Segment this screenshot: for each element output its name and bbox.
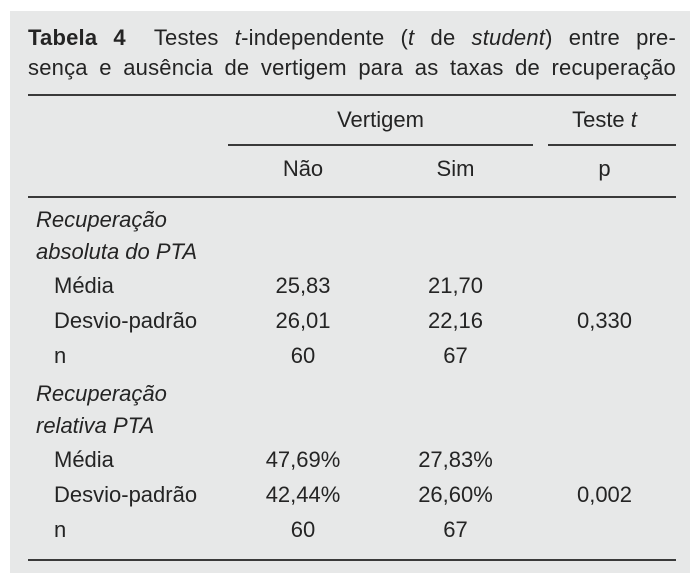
table-row-media: Média 47,69% 27,83% bbox=[28, 442, 676, 477]
cell-sim: 26,60% bbox=[418, 481, 493, 507]
cell-sim: 22,16 bbox=[427, 307, 484, 333]
cell-nao: 60 bbox=[290, 342, 316, 368]
group1-label-line1: Recuperação bbox=[36, 207, 167, 232]
table-row-n: n 60 67 bbox=[28, 338, 676, 373]
table-row-n: n 60 67 bbox=[28, 512, 676, 547]
cell-sim: 67 bbox=[443, 342, 468, 368]
cell-sim: 67 bbox=[443, 516, 468, 542]
row-label: Média bbox=[54, 446, 114, 472]
header-nao: Não bbox=[282, 156, 324, 181]
cell-p: 0,330 bbox=[576, 307, 633, 333]
row-label: n bbox=[54, 342, 67, 368]
caption-table-number: Tabela 4 bbox=[28, 25, 126, 50]
group-recuperacao-absoluta: Recuperação absoluta do PTA Média 25,83 … bbox=[28, 204, 676, 373]
rule-bottom bbox=[28, 559, 676, 561]
header-teste-t: Teste t bbox=[572, 107, 637, 132]
cell-nao: 47,69% bbox=[265, 446, 341, 472]
rule-vertigem bbox=[228, 144, 533, 146]
row-label: Desvio-padrão bbox=[54, 481, 198, 507]
caption-line-1: Tabela 4 Testes t-independente (t de stud… bbox=[28, 23, 676, 53]
table-row-desvio-padrao: Desvio-padrão 26,01 22,16 0,330 bbox=[28, 303, 676, 338]
rule-top bbox=[28, 94, 676, 96]
header-vertigem: Vertigem bbox=[337, 107, 424, 132]
rule-teste-t bbox=[548, 144, 676, 146]
cell-sim: 27,83% bbox=[418, 446, 493, 472]
header-sim: Sim bbox=[436, 156, 475, 181]
row-label: n bbox=[54, 516, 67, 542]
header-p: p bbox=[598, 156, 611, 181]
cell-nao: 42,44% bbox=[265, 481, 341, 507]
spanner-rule-spacer bbox=[28, 144, 228, 146]
caption-text-line1: Testes t-independente (t de student) ent… bbox=[153, 25, 676, 50]
cell-p: 0,002 bbox=[576, 481, 633, 507]
group1-label-line2: absoluta do PTA bbox=[36, 239, 198, 264]
table-panel: Tabela 4 Testes t-independente (t de stud… bbox=[10, 11, 690, 573]
table-row-media: Média 25,83 21,70 bbox=[28, 268, 676, 303]
table-row-desvio-padrao: Desvio-padrão 42,44% 26,60% 0,002 bbox=[28, 477, 676, 512]
header-spanner-row: Vertigem Teste t bbox=[28, 105, 676, 135]
row-label: Desvio-padrão bbox=[54, 307, 198, 333]
cell-nao: 60 bbox=[290, 516, 316, 542]
header-sub-row: Não Sim p bbox=[28, 154, 676, 184]
group2-label-line1: Recuperação bbox=[36, 381, 167, 406]
table-caption: Tabela 4 Testes t-independente (t de stud… bbox=[28, 23, 676, 83]
cell-nao: 26,01 bbox=[275, 307, 331, 333]
row-label: Média bbox=[54, 272, 114, 298]
header-spanner-rules bbox=[28, 144, 676, 146]
cell-sim: 21,70 bbox=[427, 272, 484, 298]
spanner-rule-gap bbox=[533, 144, 548, 146]
caption-line-2: sença e ausência de vertigem para as tax… bbox=[28, 55, 676, 80]
group2-label-line2: relativa PTA bbox=[36, 413, 155, 438]
rule-header-bottom bbox=[28, 196, 676, 198]
cell-nao: 25,83 bbox=[275, 272, 331, 298]
group-recuperacao-relativa: Recuperação relativa PTA Média 47,69% 27… bbox=[28, 378, 676, 547]
